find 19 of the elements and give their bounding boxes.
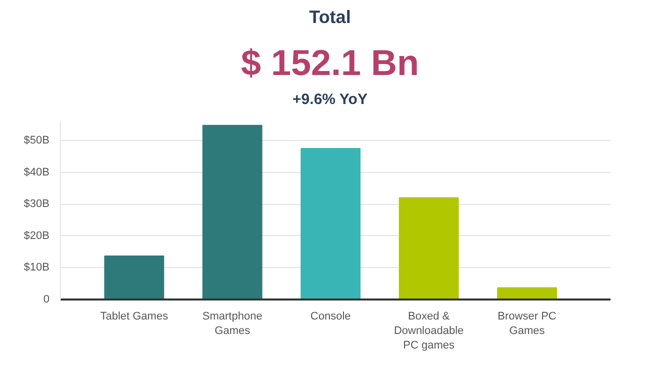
bar: [300, 148, 361, 300]
chart-title: Total: [309, 6, 351, 29]
y-tick-label: 0: [43, 294, 50, 306]
bar: [104, 255, 164, 300]
y-tick-label: $10B: [24, 262, 50, 274]
bar: [398, 197, 459, 300]
x-tick-label: Boxed & Downloadable PC games: [394, 310, 464, 352]
bar: [202, 124, 262, 300]
y-tick-label: $40B: [24, 166, 50, 178]
y-tick-label: $20B: [24, 230, 50, 242]
x-tick-label: Browser PC Games: [498, 310, 556, 337]
x-tick-label: Tablet Games: [100, 310, 169, 322]
text: +9.6% YoY: [292, 90, 368, 110]
y-tick-label: $30B: [24, 198, 50, 210]
chart-subtitle: $ 152.1 Bn: [240, 41, 420, 85]
y-tick-label: $50B: [24, 134, 50, 147]
x-tick-label: Console: [310, 310, 351, 322]
bar: [497, 287, 557, 300]
x-tick-label: Smartphone Games: [202, 310, 262, 337]
